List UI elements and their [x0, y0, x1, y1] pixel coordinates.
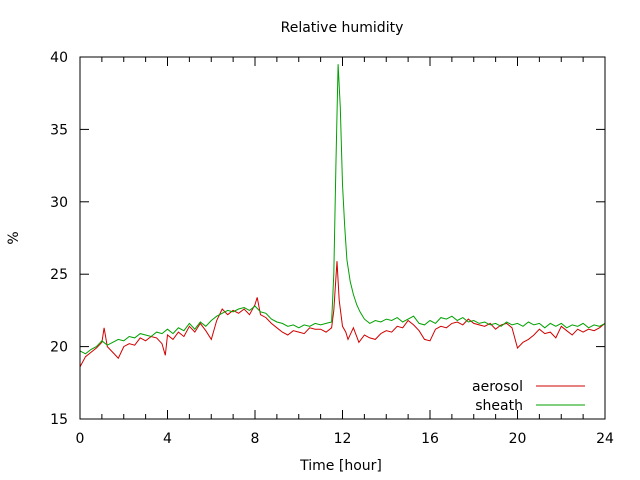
legend-label-aerosol: aerosol [472, 379, 523, 395]
x-tick-label: 20 [509, 431, 527, 447]
y-tick-label: 30 [50, 195, 68, 211]
plot-frame [79, 56, 606, 420]
y-tick-label: 40 [50, 50, 68, 66]
x-tick-label: 4 [163, 431, 172, 447]
x-axis-label: Time [hour] [299, 458, 382, 474]
axis-ticks: 0 4 8 12 16 20 24 15 20 25 30 35 40 [50, 50, 614, 447]
legend-label-sheath: sheath [475, 398, 523, 414]
y-tick-label: 25 [50, 267, 68, 283]
x-tick-label: 8 [251, 431, 260, 447]
y-tick-label: 20 [50, 340, 68, 356]
y-tick-label: 35 [50, 122, 68, 138]
legend: aerosol sheath [472, 379, 585, 414]
x-tick-label: 12 [334, 431, 352, 447]
chart-title: Relative humidity [281, 20, 404, 36]
y-tick-label: 15 [50, 412, 68, 428]
x-tick-label: 16 [421, 431, 439, 447]
plot-lines [79, 64, 606, 368]
x-tick-label: 0 [76, 431, 85, 447]
series-line-sheath [79, 64, 606, 355]
series-line-aerosol [79, 261, 606, 368]
y-axis-label: % [6, 231, 22, 244]
x-tick-label: 24 [596, 431, 614, 447]
